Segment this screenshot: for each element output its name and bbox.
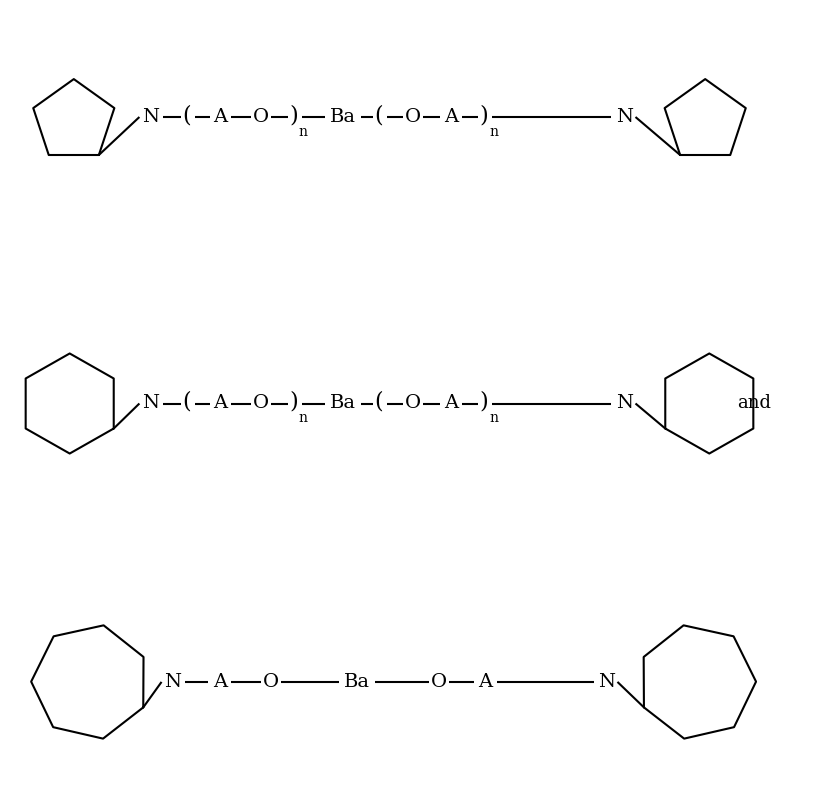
Text: N: N — [142, 395, 158, 412]
Text: N: N — [616, 108, 632, 126]
Text: O: O — [252, 108, 269, 126]
Text: N: N — [164, 673, 180, 691]
Text: n: n — [489, 124, 497, 139]
Text: A: A — [477, 673, 492, 691]
Text: n: n — [299, 411, 307, 425]
Text: Ba: Ba — [343, 673, 369, 691]
Text: (: ( — [183, 391, 191, 413]
Text: O: O — [262, 673, 278, 691]
Text: (: ( — [183, 104, 191, 127]
Text: Ba: Ba — [329, 108, 355, 126]
Text: A: A — [212, 395, 227, 412]
Text: A: A — [212, 673, 227, 691]
Text: N: N — [142, 108, 158, 126]
Text: O: O — [404, 395, 420, 412]
Text: A: A — [212, 108, 227, 126]
Text: N: N — [616, 395, 632, 412]
Text: ): ) — [479, 391, 487, 413]
Text: O: O — [430, 673, 446, 691]
Text: A: A — [443, 108, 458, 126]
Text: ): ) — [289, 104, 297, 127]
Text: ): ) — [289, 391, 297, 413]
Text: O: O — [252, 395, 269, 412]
Text: n: n — [489, 411, 497, 425]
Text: Ba: Ba — [329, 395, 355, 412]
Text: and: and — [736, 395, 771, 412]
Text: ): ) — [479, 104, 487, 127]
Text: (: ( — [374, 391, 382, 413]
Text: O: O — [404, 108, 420, 126]
Text: n: n — [299, 124, 307, 139]
Text: N: N — [598, 673, 614, 691]
Text: A: A — [443, 395, 458, 412]
Text: (: ( — [374, 104, 382, 127]
